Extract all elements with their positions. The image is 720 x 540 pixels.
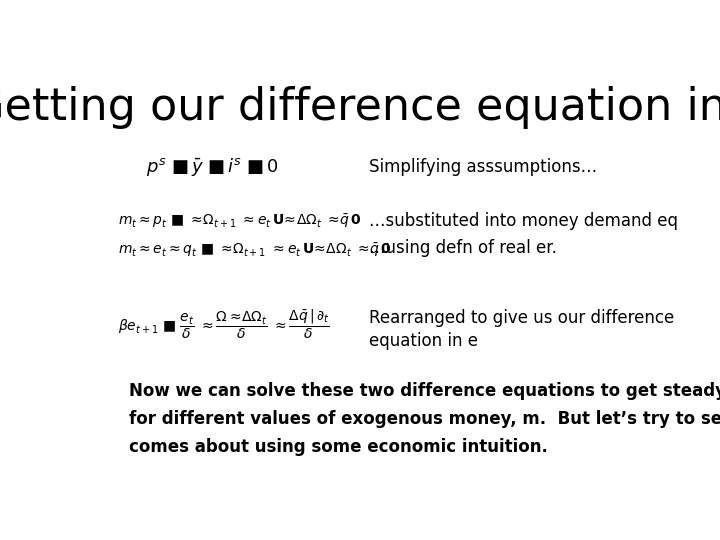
Text: equation in e: equation in e bbox=[369, 332, 478, 350]
Text: for different values of exogenous money, m.  But let’s try to see how overshooti: for different values of exogenous money,… bbox=[129, 410, 720, 428]
Text: $m_t \approx e_t \approx q_t\ \blacksquare\ \approx\!\Omega_{t+1}\ \approx e_t\,: $m_t \approx e_t \approx q_t\ \blacksqua… bbox=[118, 241, 392, 259]
Text: Now we can solve these two difference equations to get steady state values of e: Now we can solve these two difference eq… bbox=[129, 382, 720, 400]
Text: …substituted into money demand eq: …substituted into money demand eq bbox=[369, 212, 678, 230]
Text: Getting our difference equation in e: Getting our difference equation in e bbox=[0, 85, 720, 129]
Text: $\beta e_{t+1}\ \blacksquare\ \dfrac{e_t}{\delta}\ \approx \dfrac{\Omega \approx: $\beta e_{t+1}\ \blacksquare\ \dfrac{e_t… bbox=[118, 308, 330, 341]
Text: comes about using some economic intuition.: comes about using some economic intuitio… bbox=[129, 437, 548, 456]
Text: $p^s\ \blacksquare\,\bar{y}\ \blacksquare\,i^s\ \blacksquare\,0$: $p^s\ \blacksquare\,\bar{y}\ \blacksquar… bbox=[145, 156, 279, 178]
Text: Rearranged to give us our difference: Rearranged to give us our difference bbox=[369, 309, 674, 327]
Text: Simplifying asssumptions…: Simplifying asssumptions… bbox=[369, 158, 597, 176]
Text: …using defn of real er.: …using defn of real er. bbox=[369, 239, 557, 256]
Text: $m_t \approx p_t\ \blacksquare\ \approx\!\Omega_{t+1}\ \approx e_t\,\mathbf{U}\!: $m_t \approx p_t\ \blacksquare\ \approx\… bbox=[118, 212, 361, 230]
